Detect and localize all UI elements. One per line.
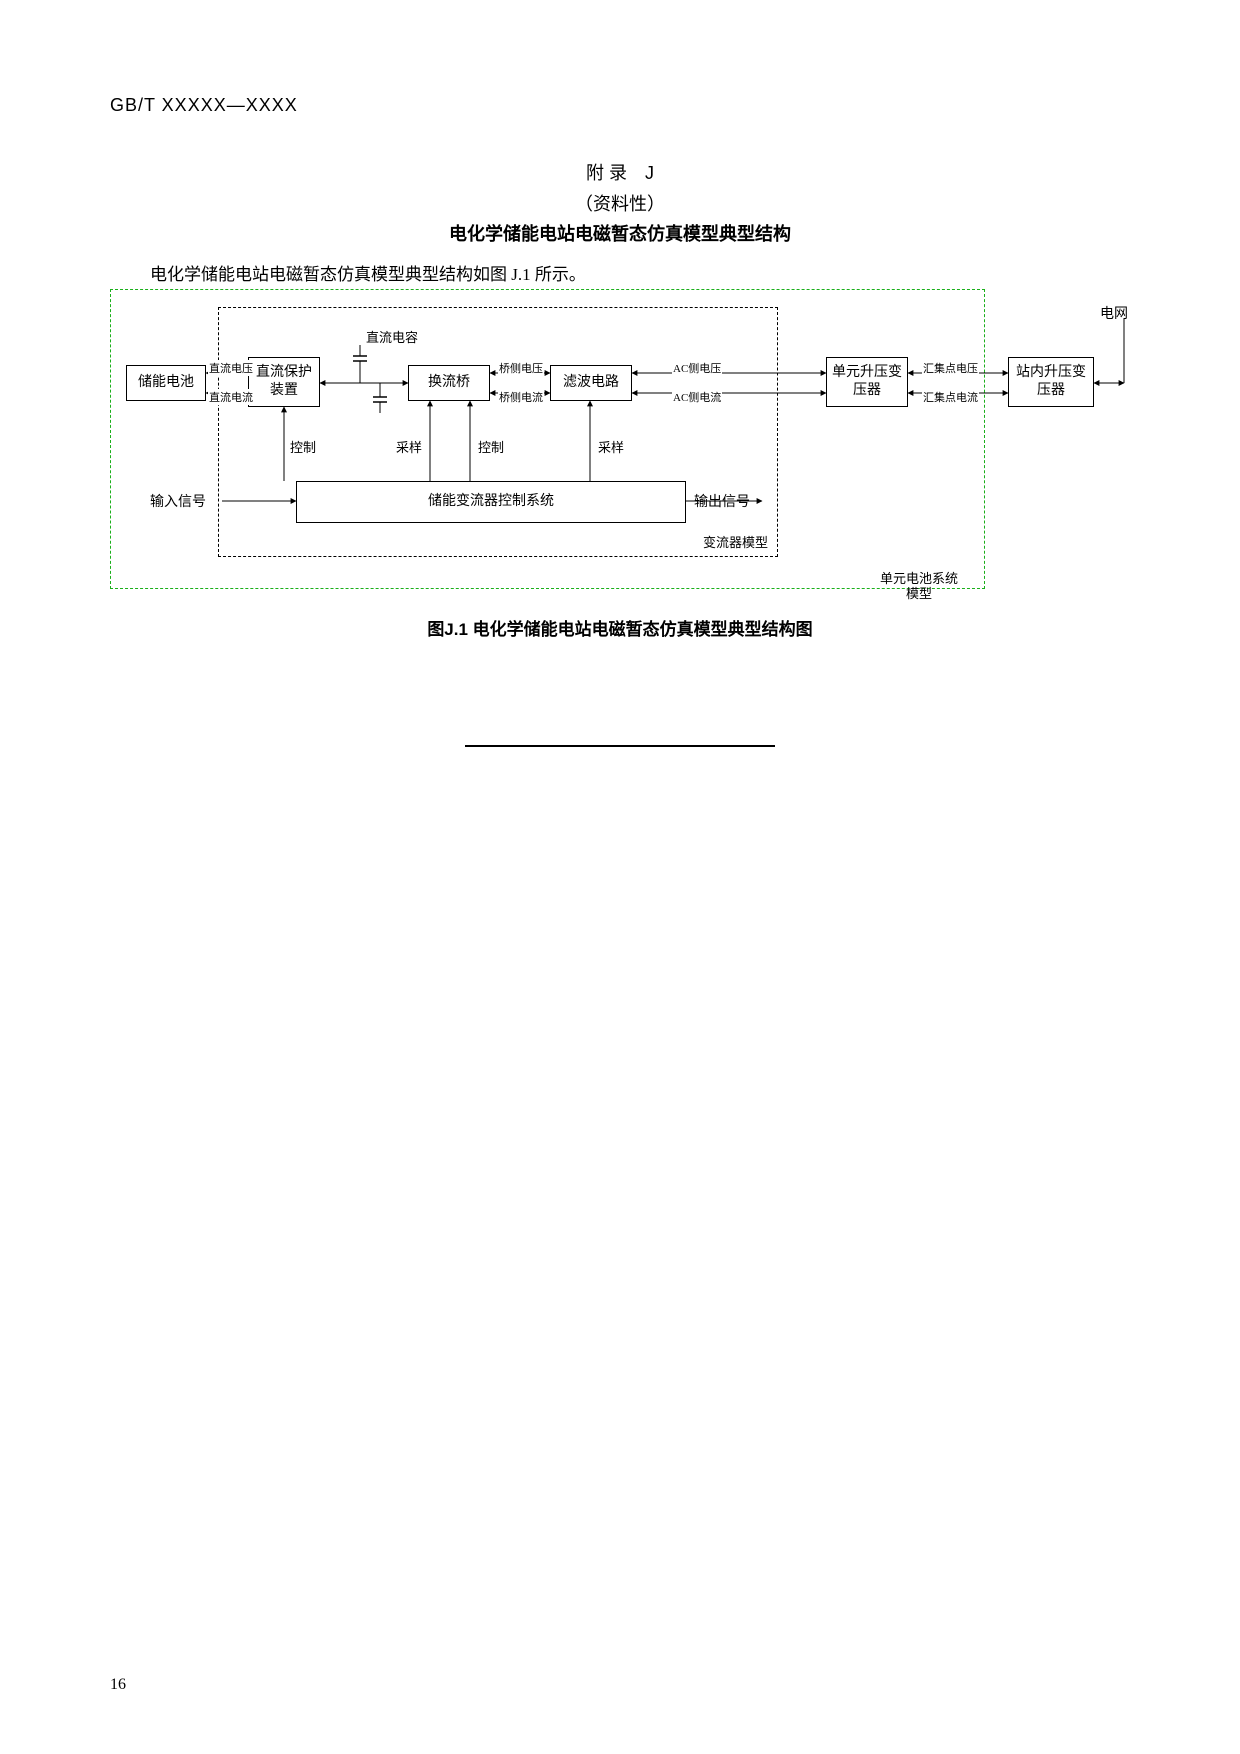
label-input-signal: 输入信号 bbox=[150, 491, 206, 511]
standard-code: GB/T XXXXX—XXXX bbox=[110, 95, 1130, 116]
edge-label-ac-voltage: AC侧电压 bbox=[672, 360, 722, 376]
appendix-name: 电化学储能电站电磁暂态仿真模型典型结构 bbox=[110, 219, 1130, 250]
label-output-signal: 输出信号 bbox=[694, 491, 750, 511]
page-number: 16 bbox=[110, 1676, 126, 1694]
edge-label-control-2: 控制 bbox=[478, 437, 504, 456]
inner-dashed-label: 变流器模型 bbox=[703, 532, 768, 551]
edge-label-sample-2: 采样 bbox=[598, 437, 624, 456]
node-unit-transformer: 单元升压变压器 bbox=[826, 357, 908, 407]
edge-label-bus-current: 汇集点电流 bbox=[922, 389, 979, 405]
figure-caption: 图J.1 电化学储能电站电磁暂态仿真模型典型结构图 bbox=[110, 615, 1130, 640]
node-station-transformer: 站内升压变压器 bbox=[1008, 357, 1094, 407]
node-filter: 滤波电路 bbox=[550, 365, 632, 401]
edge-label-dc-current: 直流电流 bbox=[208, 389, 254, 405]
label-dc-capacitor: 直流电容 bbox=[366, 327, 418, 346]
node-battery: 储能电池 bbox=[126, 365, 206, 401]
label-grid: 电网 bbox=[1100, 303, 1128, 323]
edge-label-bridge-voltage: 桥侧电压 bbox=[498, 360, 544, 376]
edge-label-sample-1: 采样 bbox=[396, 437, 422, 456]
edge-label-dc-voltage: 直流电压 bbox=[208, 360, 254, 376]
appendix-type: （资料性） bbox=[110, 189, 1130, 220]
intro-text: 电化学储能电站电磁暂态仿真模型典型结构如图 J.1 所示。 bbox=[150, 260, 1130, 285]
node-controller: 储能变流器控制系统 bbox=[296, 481, 686, 523]
edge-label-ac-current: AC侧电流 bbox=[672, 389, 722, 405]
separator-line bbox=[465, 745, 775, 747]
edge-label-control-1: 控制 bbox=[290, 437, 316, 456]
edge-label-bridge-current: 桥侧电流 bbox=[498, 389, 544, 405]
edge-label-bus-voltage: 汇集点电压 bbox=[922, 360, 979, 376]
node-dc-protect: 直流保护装置 bbox=[248, 357, 320, 407]
outer-dashed-label: 单元电池系统模型 bbox=[880, 571, 958, 602]
block-diagram: 单元电池系统模型 变流器模型 储能电池 直流保护装置 直流电容 换流桥 滤波电路… bbox=[110, 289, 1130, 609]
appendix-letter: 附 录 J bbox=[110, 158, 1130, 189]
node-bridge: 换流桥 bbox=[408, 365, 490, 401]
